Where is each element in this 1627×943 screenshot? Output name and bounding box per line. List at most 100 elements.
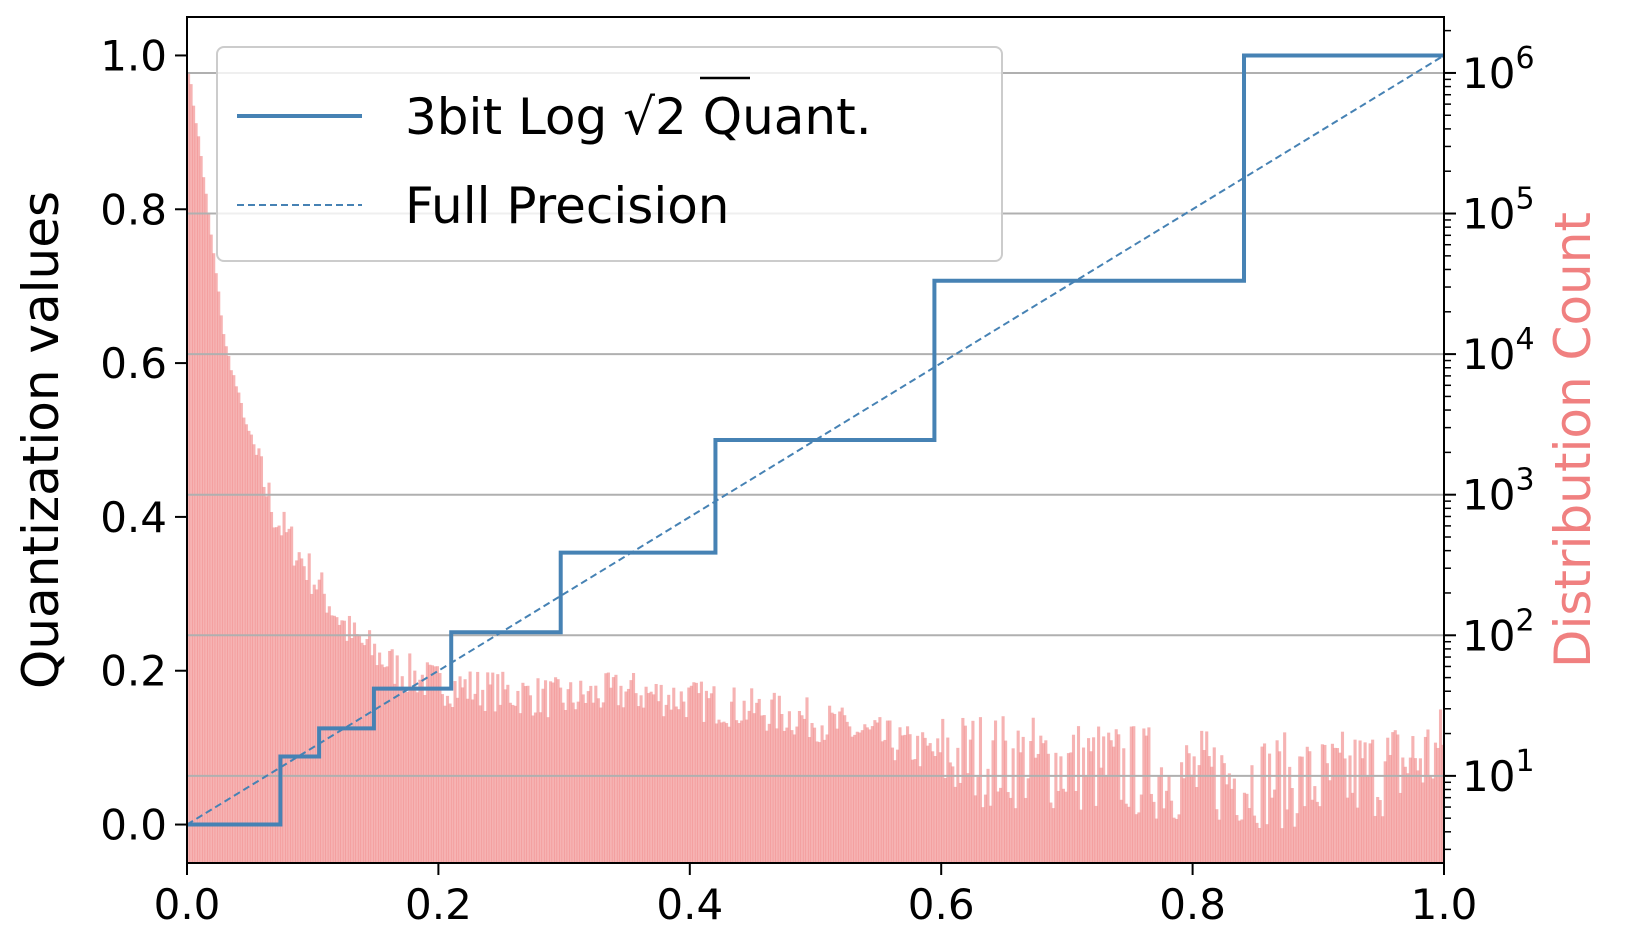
histogram-bar <box>569 682 573 863</box>
histogram-bar <box>458 676 462 863</box>
y-axis-left: 0.0 0.2 0.4 0.6 0.8 1.0 <box>100 31 187 850</box>
histogram-bar <box>483 710 487 863</box>
series-layer <box>186 53 1445 827</box>
histogram-bar <box>317 579 321 863</box>
histogram-bar <box>1313 786 1317 863</box>
histogram-bar <box>1343 758 1347 863</box>
histogram-bar <box>1363 742 1367 863</box>
histogram-bar <box>362 645 367 863</box>
histogram-bar <box>383 667 387 863</box>
histogram-bar <box>277 525 281 863</box>
histogram-bar <box>785 727 789 863</box>
histogram-bar <box>1041 743 1045 863</box>
histogram-bar <box>285 532 289 863</box>
histogram-bar <box>287 528 291 863</box>
histogram-bar <box>941 718 945 863</box>
histogram-bar <box>430 665 434 863</box>
histogram-bar <box>546 717 550 863</box>
histogram-bar <box>767 723 771 863</box>
histogram-bar <box>1064 791 1068 863</box>
series-quant-step-line <box>187 53 1444 827</box>
histogram-bar <box>224 346 228 863</box>
histogram-bar <box>1283 732 1287 863</box>
histogram-bar <box>536 678 540 863</box>
histogram-bar <box>554 677 558 863</box>
histogram-bar <box>197 136 201 863</box>
histogram-bar <box>1403 766 1407 863</box>
histogram-bar <box>787 711 791 863</box>
histogram-bar <box>900 735 905 863</box>
histogram-bar <box>1340 731 1345 863</box>
histogram-bar <box>187 73 191 863</box>
histogram-bar <box>1408 757 1412 863</box>
histogram-bar <box>292 565 296 863</box>
histogram-bar <box>1245 793 1249 863</box>
histogram-bar <box>1051 808 1055 863</box>
histogram-bar <box>1423 736 1427 863</box>
histogram-bar <box>1044 740 1048 863</box>
histogram-bar <box>933 755 937 863</box>
histogram-bar <box>735 720 739 863</box>
histogram-bar <box>214 273 218 863</box>
histogram-bar <box>400 676 404 863</box>
histogram-bar <box>1212 747 1216 863</box>
histogram-bar <box>938 752 942 863</box>
histogram-bar <box>1391 732 1395 863</box>
histogram-bar <box>1182 778 1186 863</box>
histogram-bar <box>838 711 842 863</box>
histogram-bar <box>1159 767 1164 863</box>
x-tick-label: 0.0 <box>154 880 221 929</box>
histogram-bar <box>936 738 940 863</box>
histogram-bar <box>355 634 359 863</box>
histogram-bar <box>1262 743 1267 863</box>
histogram-bar <box>815 741 819 863</box>
legend: 3bit Log √2 Quant. Full Precision <box>216 46 1003 262</box>
histogram-bar <box>1333 747 1337 863</box>
histogram-bar <box>968 739 972 863</box>
histogram-bar <box>991 740 995 863</box>
histogram-bar <box>848 726 852 863</box>
histogram-bar <box>1187 753 1191 863</box>
histogram-bar <box>1250 765 1254 863</box>
histogram-bar <box>1350 792 1355 863</box>
histogram-bar <box>642 707 646 863</box>
histogram-bar <box>368 630 372 863</box>
histogram-bar <box>812 727 817 863</box>
histogram-bar <box>405 691 409 863</box>
series-full-precision-line <box>186 54 1445 826</box>
histogram-bar <box>1323 744 1327 863</box>
histogram-bar <box>677 709 681 863</box>
histogram-bar <box>252 444 256 863</box>
histogram-bar <box>682 701 686 863</box>
histogram-bar <box>488 684 492 863</box>
histogram-bar <box>388 650 392 863</box>
histogram-bar <box>725 723 729 863</box>
histogram-bar <box>1061 788 1065 863</box>
histogram-bar <box>345 640 349 863</box>
histogram-bar <box>1200 730 1204 863</box>
histogram-bar <box>797 710 802 863</box>
histogram-bar <box>207 213 211 863</box>
legend-quant-prefix: 3bit Log <box>405 88 623 146</box>
histogram-bar <box>956 747 960 863</box>
histogram-bar <box>1069 752 1073 863</box>
histogram-bar <box>335 617 339 863</box>
histogram-bar <box>1164 790 1169 863</box>
histogram-bar <box>594 685 598 863</box>
histogram-bar <box>337 624 341 863</box>
histogram-bar <box>513 705 517 863</box>
histogram-bar <box>1265 824 1269 863</box>
histogram-bar <box>508 702 512 863</box>
histogram-bar <box>533 712 538 863</box>
histogram-bar <box>373 643 377 863</box>
y-axis-right: 101 102 103 104 105 106 <box>1444 29 1535 851</box>
histogram-bar <box>435 666 439 863</box>
legend-quant-radicand: 2 <box>655 88 687 146</box>
sqrt-symbol: √ <box>623 88 655 146</box>
histogram-bar <box>1026 778 1030 863</box>
histogram-bar <box>320 572 324 863</box>
histogram-bar <box>1049 802 1053 863</box>
histogram-bar <box>1167 775 1171 863</box>
histogram-bar <box>657 701 661 863</box>
histogram-bar <box>1398 792 1402 863</box>
